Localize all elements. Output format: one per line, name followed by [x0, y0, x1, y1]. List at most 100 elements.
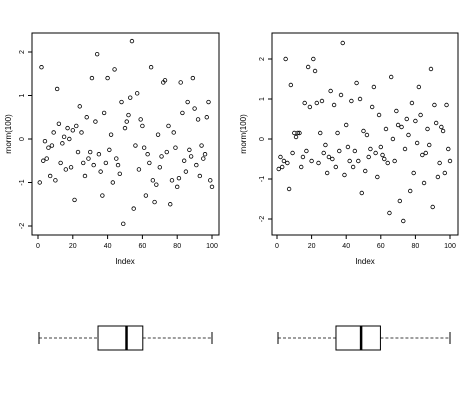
data-point [276, 166, 281, 172]
data-point [63, 167, 69, 172]
x-tick-label: 100 [206, 243, 218, 250]
data-point [119, 99, 124, 105]
data-point [321, 150, 326, 156]
data-point [318, 130, 323, 136]
data-point [363, 168, 368, 174]
data-point [150, 178, 156, 183]
x-tick-label: 80 [173, 243, 181, 250]
data-point [421, 180, 427, 186]
x-tick-label: 20 [69, 243, 77, 250]
data-point [176, 175, 182, 181]
data-point [138, 117, 143, 122]
x-tick-label: 60 [139, 243, 147, 250]
data-points [276, 40, 453, 224]
data-point [208, 178, 213, 183]
data-point [148, 65, 154, 70]
data-point [126, 112, 131, 118]
data-point [124, 119, 129, 124]
data-point [420, 152, 425, 158]
data-point [190, 75, 196, 81]
data-point [145, 152, 150, 157]
data-point [42, 138, 48, 144]
data-point [311, 56, 316, 62]
y-tick-label: 0 [19, 137, 26, 141]
data-point [131, 206, 136, 211]
data-point [340, 40, 345, 46]
data-point [187, 147, 192, 153]
y-tick-label: -2 [259, 216, 266, 222]
data-point [366, 154, 371, 160]
data-point [290, 150, 295, 156]
data-point [39, 65, 44, 70]
data-point [278, 154, 283, 160]
data-point [409, 100, 415, 106]
data-point [89, 75, 95, 81]
data-point [375, 174, 380, 180]
plot-frame [31, 32, 220, 236]
data-point [117, 171, 122, 176]
data-point [444, 102, 449, 108]
data-point [408, 188, 413, 194]
data-point [155, 132, 161, 137]
data-point [356, 158, 361, 164]
data-point [98, 169, 103, 174]
data-point [344, 122, 349, 128]
data-point [302, 100, 307, 106]
data-point [174, 184, 180, 190]
data-point [47, 173, 53, 179]
data-point [373, 150, 378, 156]
data-point [432, 102, 437, 108]
data-point [128, 95, 133, 100]
data-point [285, 160, 290, 166]
data-point [100, 193, 105, 198]
data-point [335, 130, 340, 136]
data-point [56, 121, 62, 126]
data-point [152, 199, 157, 205]
data-point [72, 197, 77, 203]
data-point [297, 130, 302, 136]
data-point [307, 104, 313, 110]
x-tick-label: 100 [444, 243, 456, 250]
data-point [352, 148, 358, 154]
data-point [354, 80, 359, 86]
data-point [416, 84, 422, 90]
x-tick-label: 0 [36, 243, 40, 250]
data-point [209, 184, 215, 190]
data-point [53, 178, 58, 183]
data-point [312, 68, 318, 74]
data-point [295, 130, 300, 136]
y-tick-label: 2 [19, 50, 26, 54]
x-tick-label: 40 [104, 243, 112, 250]
data-point [361, 128, 366, 134]
data-point [350, 164, 356, 170]
data-point [159, 154, 164, 159]
data-point [394, 108, 399, 114]
data-point [61, 134, 67, 140]
data-point [402, 146, 408, 152]
x-axis: 0 20 40 60 80 100 [36, 234, 218, 250]
data-point [181, 158, 187, 163]
data-point [347, 158, 352, 164]
data-point [46, 145, 51, 150]
data-point [411, 170, 416, 176]
data-point [101, 110, 107, 116]
data-point [401, 218, 406, 224]
data-point [204, 115, 209, 120]
data-point [428, 66, 434, 72]
data-point [122, 125, 128, 131]
data-point [342, 172, 347, 178]
data-point [180, 110, 185, 116]
data-point [110, 180, 116, 185]
data-point [169, 178, 175, 183]
data-point [41, 158, 46, 163]
data-point [74, 123, 79, 129]
data-point [178, 80, 183, 85]
data-point [281, 158, 287, 164]
data-point [107, 147, 112, 153]
data-point [390, 136, 396, 142]
data-point [103, 160, 109, 166]
data-point [324, 170, 330, 176]
x-tick-label: 0 [275, 243, 279, 250]
data-point [143, 193, 149, 198]
